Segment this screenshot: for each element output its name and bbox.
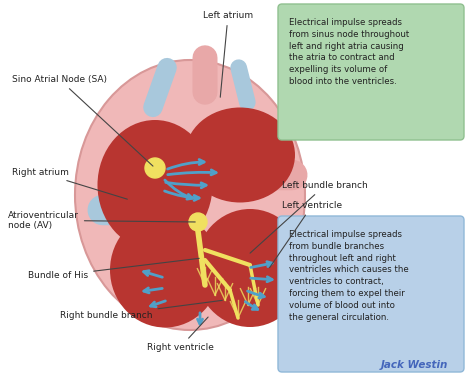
Ellipse shape	[110, 212, 220, 328]
FancyArrowPatch shape	[144, 271, 162, 277]
FancyArrowPatch shape	[164, 191, 199, 200]
FancyArrowPatch shape	[168, 159, 204, 169]
Text: Right bundle branch: Right bundle branch	[60, 300, 222, 320]
FancyArrowPatch shape	[166, 182, 206, 188]
Text: Electrical impulse spreads
from sinus node throughout
left and right atria causi: Electrical impulse spreads from sinus no…	[289, 18, 409, 86]
Text: Atrioventricular
node (AV): Atrioventricular node (AV)	[8, 210, 195, 230]
Text: Electrical impulse spreads
from bundle branches
throughout left and right
ventri: Electrical impulse spreads from bundle b…	[289, 230, 409, 321]
Ellipse shape	[195, 209, 305, 327]
FancyBboxPatch shape	[278, 216, 464, 372]
FancyArrowPatch shape	[151, 301, 165, 307]
Ellipse shape	[75, 60, 305, 330]
FancyArrowPatch shape	[144, 288, 162, 293]
Circle shape	[145, 158, 165, 178]
FancyArrowPatch shape	[251, 262, 272, 267]
FancyArrowPatch shape	[247, 291, 264, 298]
Ellipse shape	[98, 120, 212, 250]
Text: Left bundle branch: Left bundle branch	[250, 181, 368, 253]
Text: Sino Atrial Node (SA): Sino Atrial Node (SA)	[12, 75, 153, 166]
FancyArrowPatch shape	[153, 68, 167, 108]
FancyArrowPatch shape	[168, 170, 216, 175]
FancyArrowPatch shape	[245, 301, 258, 310]
FancyBboxPatch shape	[278, 4, 464, 140]
FancyArrowPatch shape	[198, 313, 202, 324]
Text: Right atrium: Right atrium	[12, 168, 128, 199]
Text: Right ventricle: Right ventricle	[146, 317, 213, 352]
FancyArrowPatch shape	[251, 277, 272, 282]
Text: Left atrium: Left atrium	[203, 11, 253, 97]
FancyArrowPatch shape	[239, 68, 247, 102]
Circle shape	[189, 213, 207, 231]
Ellipse shape	[185, 108, 295, 202]
FancyArrowPatch shape	[165, 180, 192, 199]
Text: Bundle of His: Bundle of His	[28, 258, 199, 280]
Text: Jack Westin: Jack Westin	[381, 360, 448, 370]
Text: Left ventricle: Left ventricle	[270, 201, 342, 268]
